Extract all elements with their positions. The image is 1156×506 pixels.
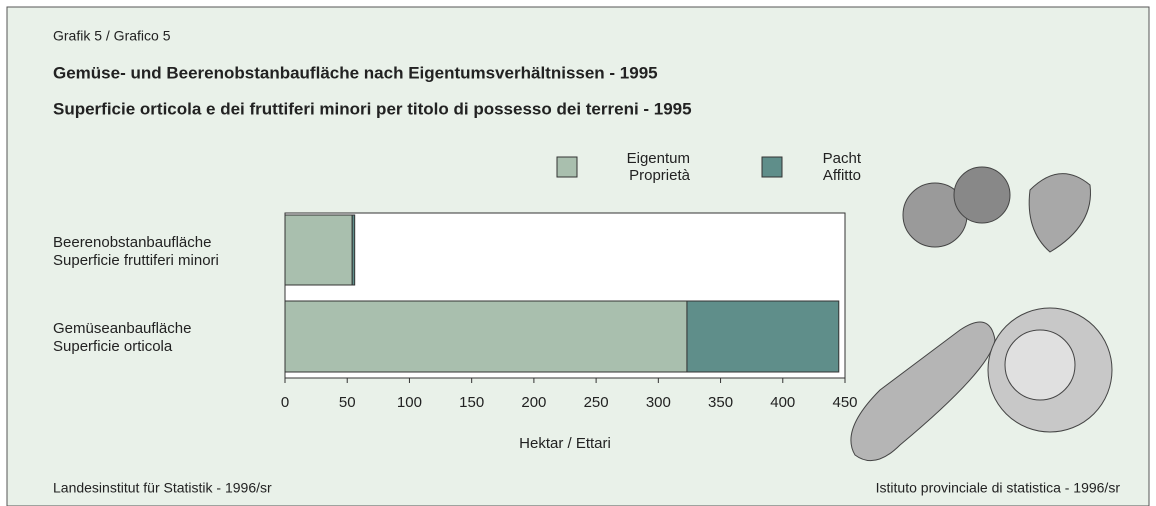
x-tick-label: 300 [646,394,671,411]
legend-swatch [762,157,782,177]
legend-label: Eigentum [627,150,690,167]
x-tick-label: 150 [459,394,484,411]
page: {"chart_data": {"type": "bar", "orientat… [0,0,1156,506]
x-tick-label: 100 [397,394,422,411]
x-tick-label: 50 [339,394,356,411]
x-tick-label: 400 [770,394,795,411]
bar [687,301,839,372]
y-tick-label: Superficie orticola [53,338,173,355]
source-right: Istituto provinciale di statistica - 199… [876,480,1121,496]
y-tick-label: Gemüseanbaufläche [53,320,191,337]
x-tick-label: 350 [708,394,733,411]
legend-label: Proprietà [629,167,691,184]
chart-title: Gemüse- und Beerenobstanbaufläche nach E… [53,63,658,82]
bar [352,215,354,285]
raspberry [954,167,1010,223]
x-tick-label: 200 [521,394,546,411]
cabbage [1005,330,1075,400]
x-tick-label: 250 [584,394,609,411]
bar [285,215,352,285]
y-tick-label: Beerenobstanbaufläche [53,234,211,251]
legend-label: Pacht [823,150,862,167]
chart-subtitle: Superficie orticola e dei fruttiferi min… [53,99,692,118]
bar [285,301,687,372]
chart-label: Grafik 5 / Grafico 5 [53,28,171,44]
x-tick-label: 0 [281,394,289,411]
source-left: Landesinstitut für Statistik - 1996/sr [53,480,272,496]
y-tick-label: Superficie fruttiferi minori [53,252,219,269]
x-axis-label: Hektar / Ettari [519,435,611,452]
x-tick-label: 450 [832,394,857,411]
legend-label: Affitto [823,167,861,184]
chart: Grafik 5 / Grafico 5 Gemüse- und Beereno… [0,0,1156,506]
legend-swatch [557,157,577,177]
